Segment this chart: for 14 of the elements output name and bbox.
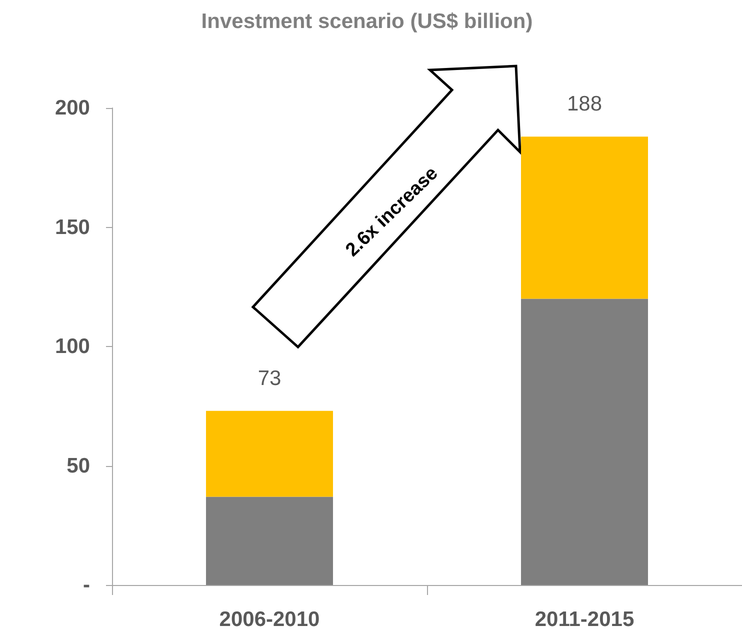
- bar: [521, 298, 648, 585]
- y-tick-label: -: [83, 574, 90, 596]
- x-tick-label: 2006-2010: [219, 608, 320, 631]
- total-label: 188: [566, 92, 602, 116]
- y-tick-label: 200: [54, 96, 90, 120]
- bar: [206, 496, 333, 585]
- y-tick-label: 150: [54, 216, 90, 239]
- bar: [206, 410, 333, 497]
- y-tick-label: 100: [54, 335, 90, 358]
- bar: [521, 136, 648, 299]
- total-label: 73: [258, 366, 282, 390]
- chart-title: Investment scenario (US$ billion): [201, 10, 533, 33]
- y-tick-label: 50: [66, 454, 90, 478]
- x-tick-label: 2011-2015: [534, 608, 634, 631]
